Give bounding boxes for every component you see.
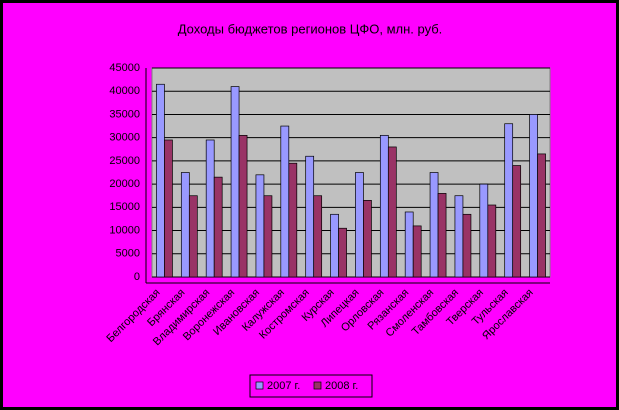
bar [213, 176, 223, 278]
bar [313, 195, 323, 278]
y-tick-label: 45000 [109, 62, 140, 74]
bar [412, 225, 422, 278]
bar [537, 153, 546, 278]
y-tick-label: 20000 [109, 178, 140, 190]
bar [387, 146, 397, 278]
legend-swatch [255, 381, 264, 390]
bar [363, 200, 372, 278]
bar [338, 227, 347, 278]
y-tick-label: 25000 [109, 155, 140, 167]
bar [429, 172, 439, 278]
bar [529, 114, 538, 278]
bar [180, 172, 190, 278]
bar [404, 211, 414, 278]
legend-label: 2008 г. [325, 380, 358, 392]
y-tick-label: 30000 [109, 132, 140, 144]
bar [355, 172, 364, 278]
bar [379, 134, 389, 278]
bar [479, 183, 489, 278]
legend-swatch [313, 381, 322, 390]
legend-label: 2007 г. [267, 380, 300, 392]
y-tick-label: 10000 [109, 224, 140, 236]
bar [238, 134, 248, 278]
y-tick-label: 35000 [109, 108, 140, 120]
bar [263, 195, 273, 278]
bar [280, 125, 290, 278]
bar [230, 86, 240, 278]
y-tick-label: 5000 [116, 248, 140, 260]
y-tick-label: 40000 [109, 85, 140, 97]
bar [156, 83, 165, 278]
bar [437, 193, 447, 278]
bar [462, 213, 472, 278]
bar [288, 162, 298, 278]
legend-box [249, 374, 373, 398]
bar [164, 139, 173, 278]
bar [255, 174, 265, 278]
bar [330, 213, 339, 278]
y-tick-label: 0 [134, 271, 140, 283]
chart-title: Доходы бюджетов регионов ЦФО, млн. руб. [178, 21, 443, 36]
bar [205, 139, 215, 278]
y-tick-label: 15000 [109, 201, 140, 213]
bar [487, 204, 497, 278]
bar [454, 195, 464, 278]
bar [188, 195, 198, 278]
bar [504, 123, 514, 278]
bar [512, 165, 522, 278]
bar [305, 155, 315, 278]
